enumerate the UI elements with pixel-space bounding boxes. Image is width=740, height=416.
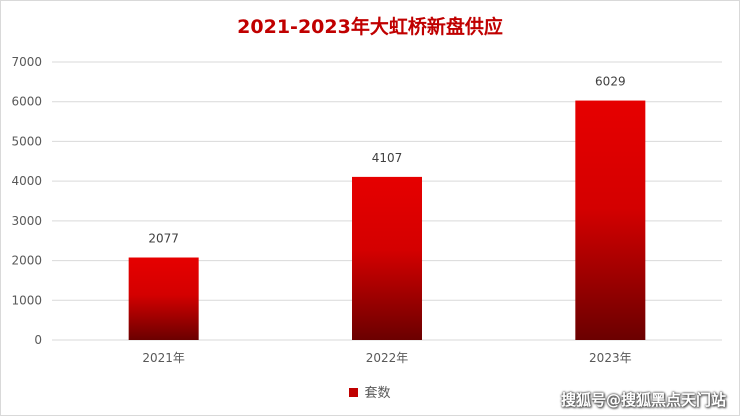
bar bbox=[352, 176, 422, 340]
data-label: 4107 bbox=[372, 151, 403, 165]
data-labels: 2077 4107 6029 bbox=[148, 75, 625, 246]
chart-title: 2021-2023年大虹桥新盘供应 bbox=[237, 16, 503, 38]
y-tick-label: 1000 bbox=[11, 293, 42, 307]
y-tick-label: 7000 bbox=[11, 55, 42, 69]
bar bbox=[128, 257, 199, 340]
x-tick-label: 2022年 bbox=[366, 351, 409, 365]
y-tick-label: 3000 bbox=[11, 214, 42, 228]
watermark: 搜狐号@搜狐黑点天门站 bbox=[560, 391, 726, 409]
bars bbox=[128, 100, 646, 341]
legend-label: 套数 bbox=[364, 386, 391, 401]
bar bbox=[575, 100, 646, 341]
x-axis-ticks: 2021年 2022年 2023年 bbox=[142, 351, 631, 365]
legend: 套数 bbox=[0, 382, 740, 401]
y-tick-label: 4000 bbox=[11, 174, 42, 188]
y-tick-label: 2000 bbox=[11, 254, 42, 268]
legend-swatch bbox=[349, 388, 359, 397]
y-tick-label: 0 bbox=[34, 333, 42, 347]
data-label: 6029 bbox=[595, 75, 626, 89]
x-tick-label: 2021年 bbox=[142, 351, 185, 365]
x-tick-label: 2023年 bbox=[589, 351, 632, 365]
data-label: 2077 bbox=[148, 232, 179, 246]
y-tick-label: 5000 bbox=[11, 134, 42, 148]
y-axis-ticks: 0 1000 2000 3000 4000 5000 6000 7000 bbox=[11, 55, 42, 347]
y-tick-label: 6000 bbox=[11, 95, 42, 109]
